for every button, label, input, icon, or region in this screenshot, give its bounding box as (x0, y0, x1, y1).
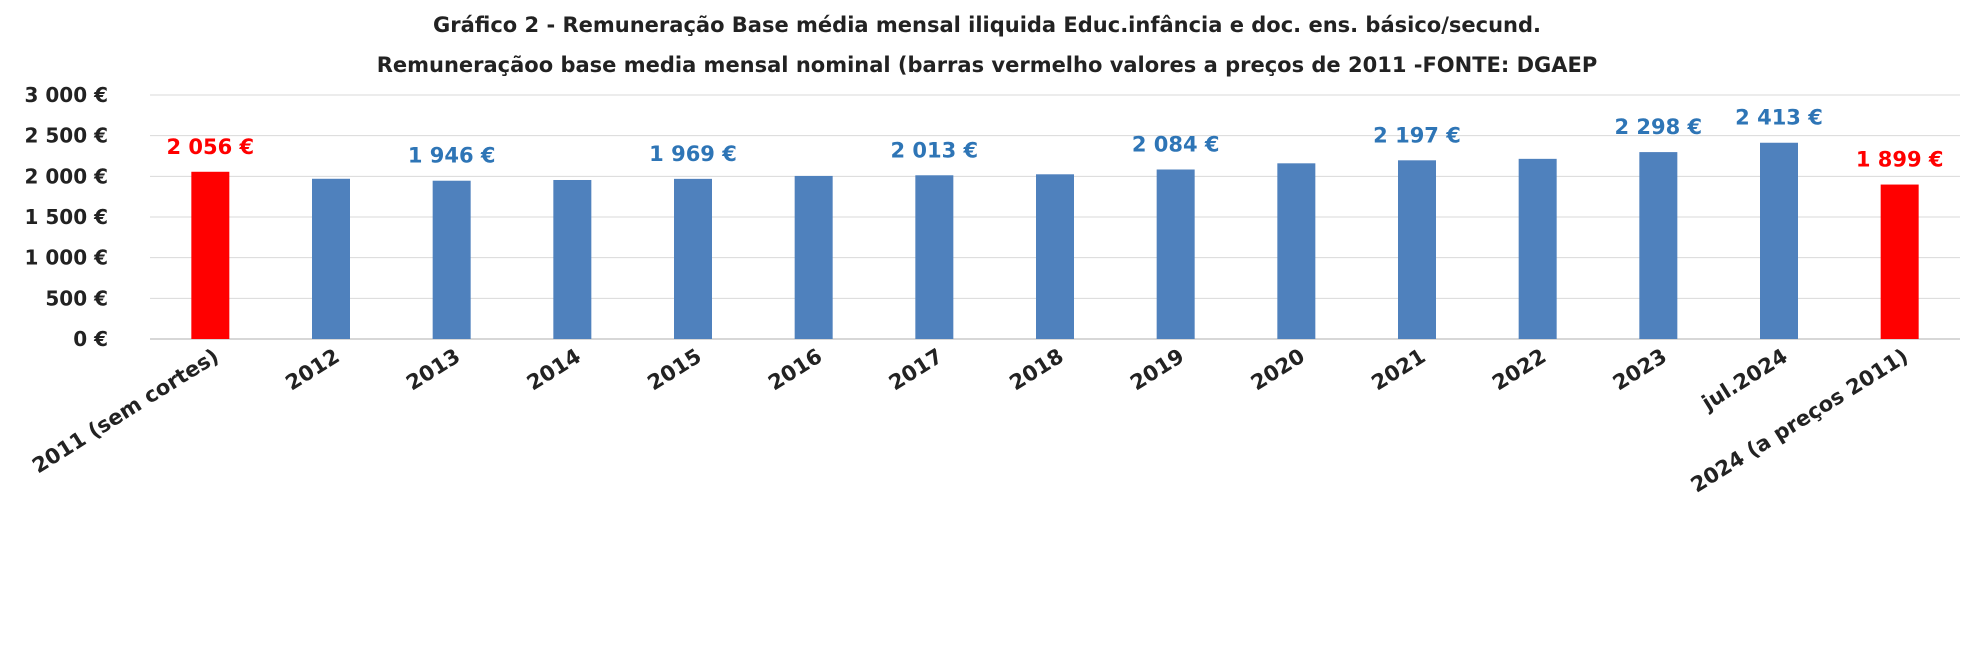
bar (312, 178, 350, 339)
x-tick-label: 2020 (1247, 344, 1309, 395)
bar (1639, 152, 1678, 339)
bar (1760, 142, 1798, 339)
data-label: 2 084 € (1132, 133, 1220, 157)
bars (191, 142, 1919, 339)
bar (1518, 158, 1557, 339)
x-tick-label: 2017 (885, 344, 947, 395)
x-tick-label: 2021 (1367, 344, 1429, 395)
x-tick-label: 2013 (402, 344, 464, 395)
bar (794, 175, 833, 339)
data-label: 2 413 € (1735, 106, 1823, 130)
bar (915, 175, 954, 339)
bar (1036, 174, 1074, 339)
bar (674, 178, 712, 339)
y-tick-label: 2 500 € (24, 124, 108, 148)
data-label: 2 298 € (1614, 115, 1702, 139)
y-tick-label: 1 000 € (24, 246, 108, 270)
x-tick-label: 2012 (281, 344, 343, 395)
x-tick-label: 2016 (764, 344, 826, 395)
y-tick-label: 3 000 € (24, 83, 108, 107)
bar (191, 171, 230, 339)
data-label: 2 056 € (166, 135, 254, 159)
x-axis-ticks: 2011 (sem cortes) 2012 2013 2014 2015 2016 201… (28, 344, 1912, 497)
y-axis-ticks: 0 € 500 € 1 000 € 1 500 € 2 000 € 2 500 € 3 00… (24, 83, 108, 351)
chart-title: Gráfico 2 - Remuneração Base média mensa… (433, 13, 1541, 37)
y-tick-label: 2 000 € (24, 164, 108, 188)
data-label: 1 969 € (649, 142, 737, 166)
data-label: 2 197 € (1373, 123, 1461, 147)
x-tick-label: 2019 (1126, 344, 1188, 395)
bar (553, 179, 592, 339)
data-label: 1 899 € (1856, 148, 1944, 172)
x-tick-label: 2011 (sem cortes) (28, 344, 223, 478)
x-tick-label: 2024 (a preços 2011) (1687, 344, 1913, 497)
bar (432, 180, 471, 339)
x-tick-label: 2015 (643, 344, 705, 395)
bar (1277, 163, 1316, 339)
data-label: 1 946 € (408, 144, 496, 168)
x-tick-label: 2023 (1609, 344, 1671, 395)
x-tick-label: 2022 (1488, 344, 1550, 395)
y-tick-label: 500 € (45, 286, 108, 310)
y-tick-label: 0 € (73, 327, 108, 351)
chart-subtitle: Remuneraçãoo base media mensal nominal (… (377, 53, 1598, 77)
x-tick-label: jul.2024 (1697, 344, 1792, 416)
y-tick-label: 1 500 € (24, 205, 108, 229)
x-tick-label: 2014 (523, 344, 585, 395)
x-tick-label: 2018 (1005, 344, 1067, 395)
bar (1880, 184, 1919, 339)
data-label: 2 013 € (890, 138, 978, 162)
data-labels: 2 056 € 1 946 € 1 969 € 2 013 € 2 084 € 2 197… (166, 106, 1943, 172)
bar (1398, 160, 1436, 339)
bar (1156, 169, 1195, 339)
